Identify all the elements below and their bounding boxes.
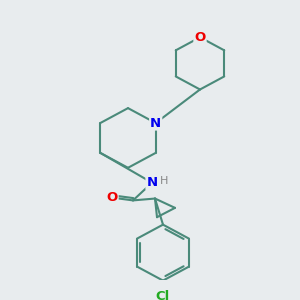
Text: H: H: [160, 176, 168, 186]
Text: N: N: [150, 116, 161, 130]
Text: N: N: [146, 176, 158, 189]
Text: Cl: Cl: [156, 290, 170, 300]
Text: O: O: [194, 31, 206, 44]
Text: O: O: [106, 191, 118, 204]
